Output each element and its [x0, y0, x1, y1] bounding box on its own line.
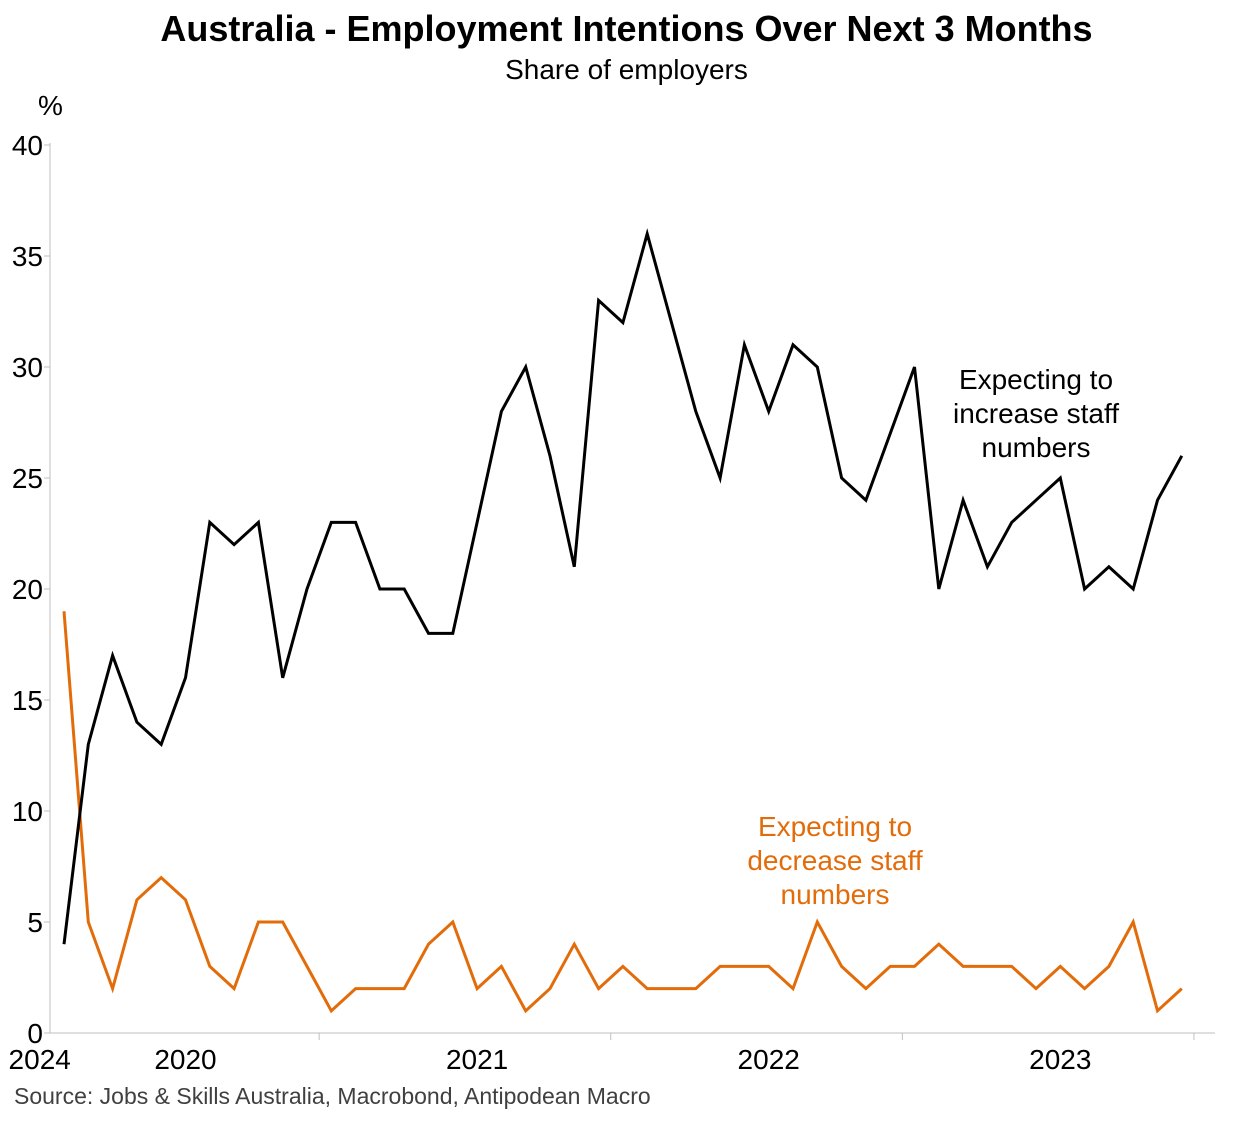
increase-series-label: increase staff: [953, 398, 1119, 429]
series-line-increase: [62, 228, 1184, 945]
x-tick-label: 2023: [1029, 1044, 1091, 1075]
x-tick-label: 2021: [446, 1044, 508, 1075]
x-tick-label: 2024: [9, 1044, 71, 1075]
decrease-series-label: Expecting to: [758, 811, 912, 842]
y-tick-label: 40: [12, 130, 43, 161]
y-axis-unit-label: %: [38, 90, 63, 121]
y-tick-label: 35: [12, 241, 43, 272]
decrease-series-label: decrease staff: [747, 845, 923, 876]
y-tick-label: 20: [12, 574, 43, 605]
decrease-series-label: numbers: [781, 879, 890, 910]
axes: 0 5 10 15 20 25 30 35 40 2020 2021 2022 2023 2024: [9, 130, 1215, 1075]
chart-title: Australia - Employment Intentions Over N…: [160, 8, 1093, 49]
source-note: Source: Jobs & Skills Australia, Macrobo…: [14, 1083, 651, 1109]
chart-subtitle: Share of employers: [505, 54, 748, 85]
y-tick-label: 10: [12, 796, 43, 827]
y-tick-label: 25: [12, 463, 43, 494]
series-layer: [62, 228, 1184, 1014]
increase-series-label: Expecting to: [959, 364, 1113, 395]
y-tick-label: 30: [12, 352, 43, 383]
x-tick-label: 2020: [154, 1044, 216, 1075]
increase-series-label: numbers: [982, 432, 1091, 463]
y-tick-label: 0: [27, 1018, 43, 1049]
y-tick-label: 15: [12, 685, 43, 716]
x-tick-label: 2022: [738, 1044, 800, 1075]
y-tick-label: 5: [27, 907, 43, 938]
series-line-decrease: [62, 611, 1183, 1014]
